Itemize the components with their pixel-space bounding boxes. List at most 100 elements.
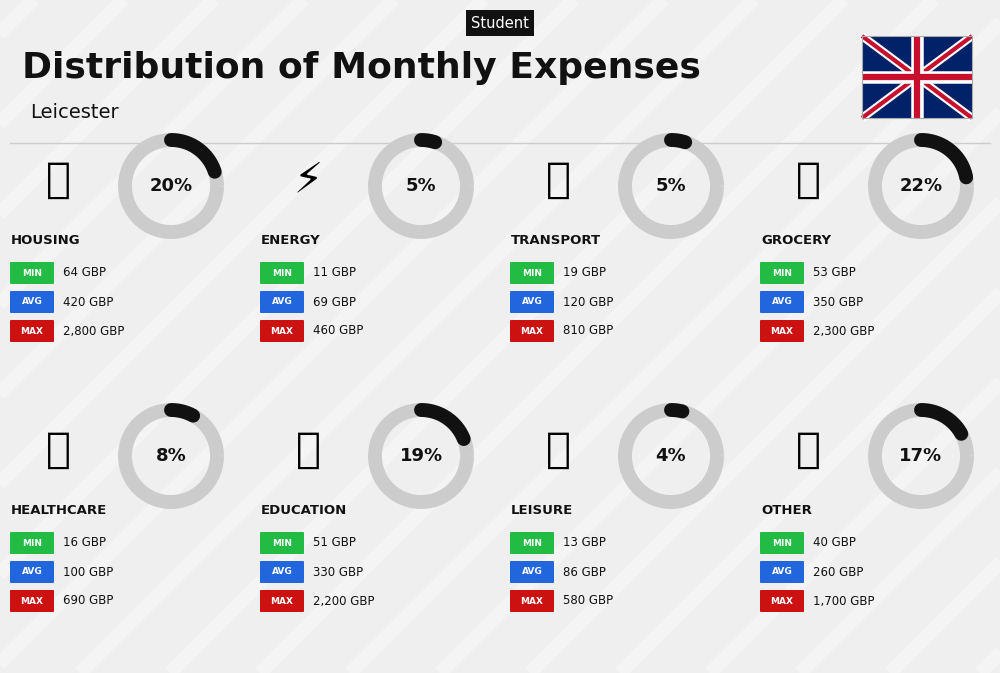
- Text: AVG: AVG: [522, 297, 542, 306]
- Text: MIN: MIN: [272, 538, 292, 548]
- FancyBboxPatch shape: [10, 532, 54, 554]
- Text: MIN: MIN: [22, 269, 42, 277]
- Text: 100 GBP: 100 GBP: [63, 565, 113, 579]
- FancyBboxPatch shape: [862, 36, 972, 118]
- Text: 🎓: 🎓: [296, 429, 320, 471]
- Text: 580 GBP: 580 GBP: [563, 594, 613, 608]
- Text: MAX: MAX: [270, 326, 294, 336]
- Text: 5%: 5%: [406, 177, 436, 195]
- Text: 20%: 20%: [149, 177, 193, 195]
- Text: AVG: AVG: [522, 567, 542, 577]
- FancyBboxPatch shape: [510, 320, 554, 342]
- Text: MIN: MIN: [22, 538, 42, 548]
- Text: 2,800 GBP: 2,800 GBP: [63, 324, 124, 337]
- FancyBboxPatch shape: [260, 320, 304, 342]
- FancyBboxPatch shape: [510, 590, 554, 612]
- Text: 460 GBP: 460 GBP: [313, 324, 363, 337]
- Text: AVG: AVG: [22, 297, 42, 306]
- Text: TRANSPORT: TRANSPORT: [511, 234, 601, 246]
- FancyBboxPatch shape: [510, 291, 554, 313]
- FancyBboxPatch shape: [760, 590, 804, 612]
- Text: ⚡: ⚡: [293, 159, 323, 201]
- Text: 16 GBP: 16 GBP: [63, 536, 106, 549]
- FancyBboxPatch shape: [10, 561, 54, 583]
- Text: MAX: MAX: [20, 596, 44, 606]
- Text: GROCERY: GROCERY: [761, 234, 831, 246]
- Text: 2,200 GBP: 2,200 GBP: [313, 594, 374, 608]
- FancyBboxPatch shape: [260, 262, 304, 284]
- FancyBboxPatch shape: [10, 262, 54, 284]
- Text: HEALTHCARE: HEALTHCARE: [11, 503, 107, 516]
- FancyBboxPatch shape: [260, 532, 304, 554]
- FancyBboxPatch shape: [760, 561, 804, 583]
- Text: 👜: 👜: [796, 429, 820, 471]
- Text: LEISURE: LEISURE: [511, 503, 573, 516]
- Text: MAX: MAX: [20, 326, 44, 336]
- Text: ENERGY: ENERGY: [261, 234, 321, 246]
- Text: Distribution of Monthly Expenses: Distribution of Monthly Expenses: [22, 51, 701, 85]
- Text: 8%: 8%: [156, 447, 186, 465]
- Text: 120 GBP: 120 GBP: [563, 295, 613, 308]
- Text: MIN: MIN: [522, 538, 542, 548]
- Text: Student: Student: [471, 15, 529, 30]
- Text: MAX: MAX: [520, 596, 543, 606]
- Text: 19%: 19%: [399, 447, 443, 465]
- FancyBboxPatch shape: [760, 291, 804, 313]
- FancyBboxPatch shape: [510, 262, 554, 284]
- Text: 2,300 GBP: 2,300 GBP: [813, 324, 874, 337]
- Text: 13 GBP: 13 GBP: [563, 536, 606, 549]
- Text: 53 GBP: 53 GBP: [813, 267, 856, 279]
- Text: 11 GBP: 11 GBP: [313, 267, 356, 279]
- Text: HOUSING: HOUSING: [11, 234, 81, 246]
- Text: MIN: MIN: [772, 269, 792, 277]
- FancyBboxPatch shape: [10, 590, 54, 612]
- Text: MIN: MIN: [772, 538, 792, 548]
- Text: 260 GBP: 260 GBP: [813, 565, 863, 579]
- Text: 51 GBP: 51 GBP: [313, 536, 356, 549]
- Text: AVG: AVG: [772, 297, 792, 306]
- Text: 19 GBP: 19 GBP: [563, 267, 606, 279]
- FancyBboxPatch shape: [510, 561, 554, 583]
- FancyBboxPatch shape: [260, 590, 304, 612]
- Text: AVG: AVG: [272, 567, 292, 577]
- Text: 🛍: 🛍: [546, 429, 570, 471]
- Text: MIN: MIN: [522, 269, 542, 277]
- Text: 350 GBP: 350 GBP: [813, 295, 863, 308]
- Text: 17%: 17%: [899, 447, 943, 465]
- Text: 69 GBP: 69 GBP: [313, 295, 356, 308]
- Text: 86 GBP: 86 GBP: [563, 565, 606, 579]
- Text: 810 GBP: 810 GBP: [563, 324, 613, 337]
- FancyBboxPatch shape: [760, 262, 804, 284]
- Text: 4%: 4%: [656, 447, 686, 465]
- Text: EDUCATION: EDUCATION: [261, 503, 347, 516]
- Text: MAX: MAX: [770, 326, 793, 336]
- Text: AVG: AVG: [22, 567, 42, 577]
- Text: 22%: 22%: [899, 177, 943, 195]
- Text: 1,700 GBP: 1,700 GBP: [813, 594, 874, 608]
- FancyBboxPatch shape: [510, 532, 554, 554]
- FancyBboxPatch shape: [760, 532, 804, 554]
- Text: 64 GBP: 64 GBP: [63, 267, 106, 279]
- Text: MAX: MAX: [520, 326, 543, 336]
- Text: OTHER: OTHER: [761, 503, 812, 516]
- FancyBboxPatch shape: [10, 291, 54, 313]
- Text: Leicester: Leicester: [30, 104, 119, 122]
- Text: AVG: AVG: [272, 297, 292, 306]
- Text: 🏢: 🏢: [46, 159, 70, 201]
- Text: 420 GBP: 420 GBP: [63, 295, 113, 308]
- Text: 🛒: 🛒: [796, 159, 820, 201]
- Text: 🚌: 🚌: [546, 159, 570, 201]
- Text: MAX: MAX: [770, 596, 793, 606]
- Text: 5%: 5%: [656, 177, 686, 195]
- Text: 🏥: 🏥: [46, 429, 70, 471]
- Text: MAX: MAX: [270, 596, 294, 606]
- Text: 40 GBP: 40 GBP: [813, 536, 856, 549]
- Text: 690 GBP: 690 GBP: [63, 594, 113, 608]
- FancyBboxPatch shape: [10, 320, 54, 342]
- FancyBboxPatch shape: [260, 561, 304, 583]
- FancyBboxPatch shape: [760, 320, 804, 342]
- Text: MIN: MIN: [272, 269, 292, 277]
- Text: 330 GBP: 330 GBP: [313, 565, 363, 579]
- Text: AVG: AVG: [772, 567, 792, 577]
- FancyBboxPatch shape: [260, 291, 304, 313]
